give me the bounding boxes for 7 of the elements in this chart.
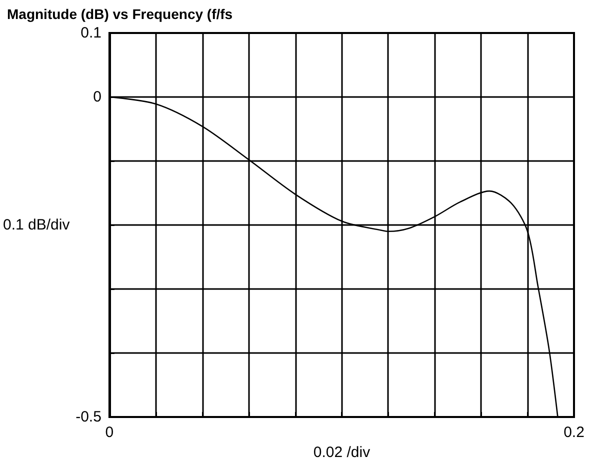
x-axis-title: 0.02 /div [313,444,371,461]
x-tick-label: 0.2 [564,424,584,441]
chart-title: Magnitude (dB) vs Frequency (f/fs [7,6,233,22]
y-axis-title: 0.1 dB/div [2,216,70,234]
y-tick-label: 0.1 [80,24,102,42]
y-tick-label: -0.5 [76,408,102,426]
y-tick-label: 0 [93,88,102,106]
